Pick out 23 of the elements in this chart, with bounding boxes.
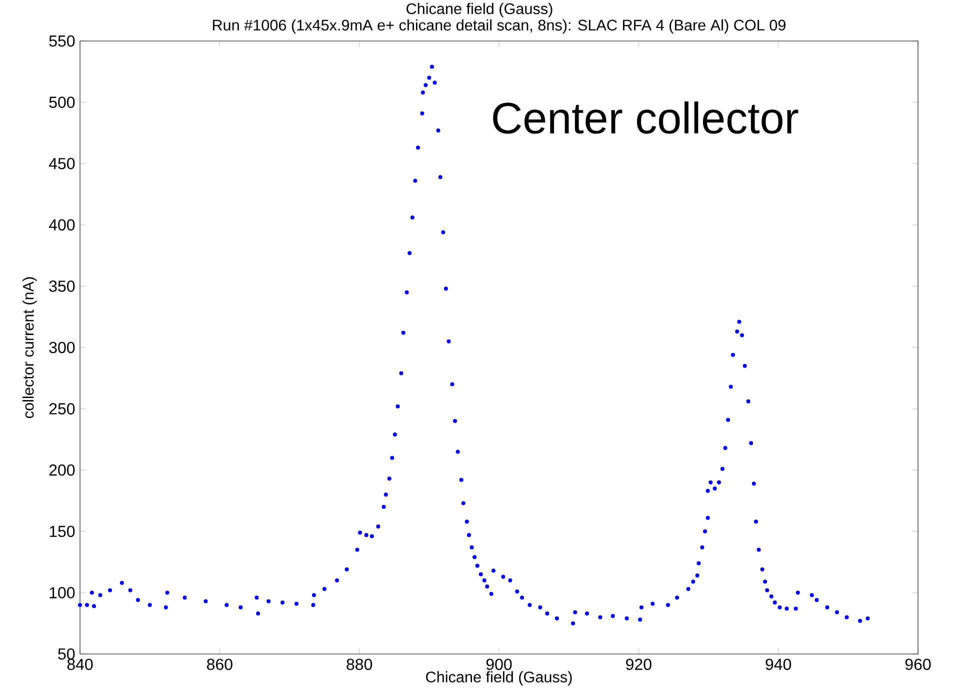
y-tick-label: 100 (50, 587, 75, 598)
y-tick-label: 150 (50, 526, 75, 538)
y-tick-label: 200 (49, 464, 75, 476)
y-tick-label: 50 (58, 648, 75, 660)
x-tick-label: 920 (626, 658, 652, 670)
y-tick-label: 450 (48, 158, 75, 170)
y-axis-title: collector current (nA) (22, 277, 37, 418)
y-tick-label: 250 (49, 403, 75, 414)
x-tick-label: 940 (766, 658, 792, 670)
x-tick-label: 840 (67, 658, 93, 670)
text: Chicane field (Gauss) (406, 2, 552, 18)
x-tick-label: 860 (207, 658, 232, 670)
x-tick-label: 960 (905, 658, 931, 670)
annotation: Center collector (493, 101, 798, 134)
chart-title: Run #1006 (1x45x.9mA e+ chicane detail scan, 8ns): SLAC RFA 4 (Bare Al) COL 09 (212, 19, 786, 34)
y-tick-label: 400 (48, 219, 75, 231)
x-tick-label: 900 (486, 658, 512, 670)
y-tick-label: 300 (49, 342, 75, 354)
x-tick-label: 880 (346, 658, 372, 670)
y-tick-label: 350 (49, 280, 75, 292)
x-axis-title: Chicane field (Gauss) (426, 671, 572, 686)
y-tick-label: 500 (49, 96, 75, 108)
y-tick-label: 550 (49, 35, 75, 47)
